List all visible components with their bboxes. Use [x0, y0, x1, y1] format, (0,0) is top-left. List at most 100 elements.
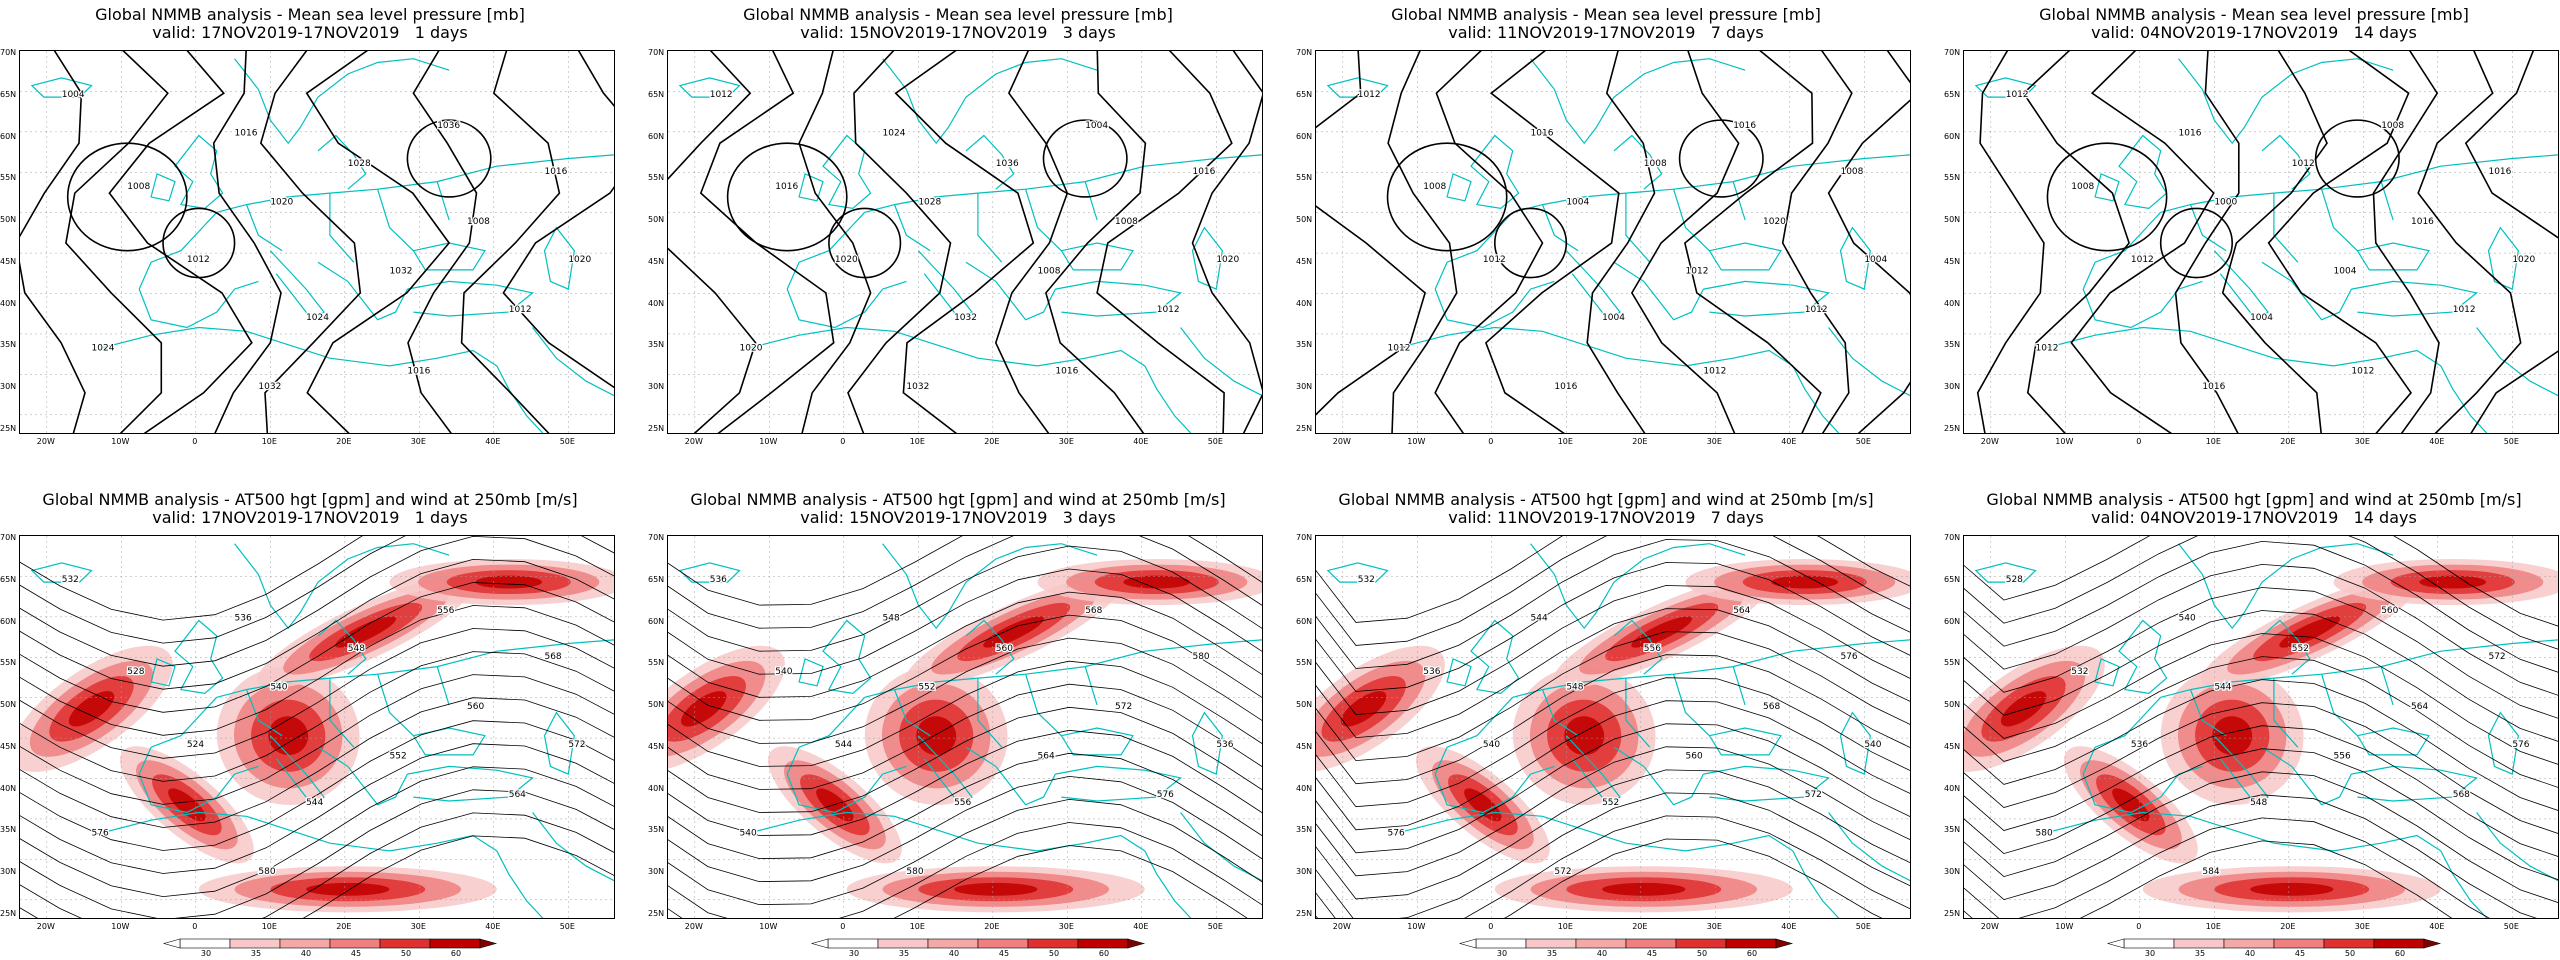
longitude-tick-label: 10E — [909, 922, 925, 931]
coastline — [234, 543, 450, 630]
contour-label: 1012 — [1388, 344, 1411, 354]
longitude-tick-label: 10W — [111, 922, 130, 931]
colorbar-tick-label: 45 — [350, 949, 362, 958]
map-plot[interactable]: 1004 1008 1012 1016 1020 1024 1028 1032 1036 1008… — [19, 50, 615, 434]
coastline — [1732, 181, 1746, 221]
panel-title: Global NMMB analysis - Mean sea level pr… — [1391, 5, 1821, 42]
height-contour — [20, 558, 614, 690]
height-contour — [1964, 610, 2558, 742]
map-plot[interactable]: 1012 1008 1012 1016 1000 1004 1012 1004 1008 1016… — [1963, 50, 2559, 434]
contour-label: 1008 — [1644, 159, 1667, 169]
contour-label: 568 — [1763, 702, 1780, 712]
isobar-contour — [994, 51, 1069, 433]
latitude-tick-label: 65N — [1296, 574, 1313, 584]
contour-label: 536 — [2131, 740, 2148, 750]
coastline — [2487, 711, 2519, 775]
isobar-contour — [2417, 51, 2522, 433]
height-contour — [1316, 539, 1910, 669]
coastline — [377, 189, 414, 252]
latitude-tick-label: 70N — [648, 48, 665, 57]
coastline — [377, 674, 414, 737]
isobar-contour — [1630, 51, 1740, 433]
latitude-tick-label: 30N — [0, 867, 17, 877]
map-plot[interactable]: 536 540 544 548 552 556 560 564 568 572 576 580 536 5… — [667, 535, 1263, 919]
contour-label: 1016 — [1554, 382, 1577, 392]
longitude-tick-label: 50E — [2503, 437, 2519, 446]
map-plot[interactable]: 1012 1008 1012 1016 1004 1004 1008 1012 1016 1020… — [1315, 50, 1911, 434]
wind-speed-shading — [916, 716, 957, 756]
latitude-tick-label: 30N — [648, 382, 665, 392]
contour-label: 1004 — [1085, 121, 1108, 131]
contour-label: 1004 — [2250, 313, 2273, 323]
isobar-contour — [1191, 51, 1262, 433]
longitude-tick-label: 40E — [1133, 922, 1149, 931]
coastline — [412, 242, 486, 271]
longitude-tick-label: 20E — [336, 922, 352, 931]
height-contour — [1964, 794, 2537, 918]
height-contour — [668, 683, 1262, 790]
coastline — [2261, 746, 2352, 806]
coastline — [1512, 154, 1910, 213]
contour-label: 1012 — [1805, 305, 1828, 315]
longitude-tick-label: 40E — [1781, 922, 1797, 931]
coastline — [30, 562, 93, 583]
latitude-tick-label: 45N — [1944, 256, 1961, 266]
latitude-tick-label: 60N — [0, 131, 17, 141]
coastline — [2178, 58, 2394, 145]
map-plot[interactable]: 532 536 540 544 548 552 556 560 564 568 572 576 540 5… — [1315, 535, 1911, 919]
coastline — [329, 678, 355, 748]
map-plot[interactable]: 1012 1016 1020 1024 1028 1032 1036 1008 1004 1008… — [667, 50, 1263, 434]
isobar-contour — [668, 51, 757, 433]
colorbar-bin — [1525, 938, 1577, 949]
coastline — [1625, 193, 1651, 263]
longitude-tick-label: 40E — [485, 437, 501, 446]
isobar-contour — [1316, 51, 1427, 416]
coastline — [2189, 689, 2227, 737]
latitude-tick-label: 30N — [1296, 382, 1313, 392]
coastline — [407, 280, 534, 317]
coastline — [317, 261, 408, 321]
contour-label: 1000 — [2214, 198, 2237, 208]
latitude-tick-label: 25N — [1944, 424, 1961, 433]
map-plot[interactable]: 528 532 536 540 544 548 552 556 560 564 568 572 576 5… — [1963, 535, 2559, 919]
contour-label: 556 — [954, 798, 971, 808]
coastline — [2213, 735, 2269, 806]
coastline — [1839, 226, 1871, 290]
contour-label: 1016 — [1531, 128, 1554, 138]
longitude-tick-label: 10W — [1407, 437, 1426, 446]
latitude-tick-label: 35N — [648, 825, 665, 835]
isobar-contour — [1586, 51, 1656, 433]
coastline — [786, 696, 907, 814]
contour-label: 572 — [2488, 652, 2505, 662]
coastline — [138, 211, 259, 329]
isobar-contour — [407, 51, 478, 433]
isobar-contour — [2070, 51, 2215, 433]
coastline — [269, 250, 325, 321]
panel-title: Global NMMB analysis - Mean sea level pr… — [2039, 5, 2469, 42]
contour-label: 580 — [258, 867, 275, 877]
colorbar-bin — [2223, 938, 2275, 949]
coastline — [1828, 812, 1910, 882]
coastline — [412, 727, 486, 756]
coastline — [965, 619, 1015, 675]
colorbar-svg — [810, 938, 1146, 949]
wind-colorbar: 30 35 40 45 50 60 — [2104, 938, 2444, 958]
coastline — [977, 678, 1003, 748]
isobar-contour — [2159, 207, 2234, 279]
map-plot[interactable]: 532 528 524 536 540 544 548 552 556 560 564 568 572 5… — [19, 535, 615, 919]
colorbar-bin — [179, 938, 231, 949]
coastline — [1703, 765, 1830, 802]
coastline — [2321, 674, 2358, 737]
height-contour — [1964, 702, 2558, 834]
isobar-contour — [2022, 51, 2130, 433]
wind-speed-shading — [1771, 575, 1839, 589]
coastline — [1673, 674, 1710, 737]
contour-label: 532 — [1358, 575, 1375, 585]
isobar-contour — [1045, 51, 1147, 433]
latitude-tick-label: 40N — [1944, 783, 1961, 793]
coastline — [1144, 365, 1192, 433]
latitude-tick-label: 40N — [1296, 783, 1313, 793]
colorbar-arrow — [2106, 938, 2125, 949]
coastline — [150, 173, 176, 202]
height-contour — [1316, 838, 1883, 918]
